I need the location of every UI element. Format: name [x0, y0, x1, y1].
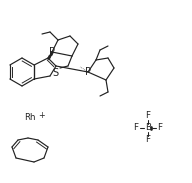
Text: P: P	[85, 67, 91, 77]
Text: +: +	[38, 111, 44, 119]
Text: B: B	[145, 124, 151, 132]
Text: Rh: Rh	[24, 113, 36, 122]
Text: F: F	[146, 135, 151, 145]
Text: P: P	[49, 47, 55, 57]
Text: F: F	[157, 124, 162, 132]
Text: F: F	[133, 124, 138, 132]
Text: F: F	[146, 111, 151, 120]
Text: S: S	[52, 68, 58, 78]
